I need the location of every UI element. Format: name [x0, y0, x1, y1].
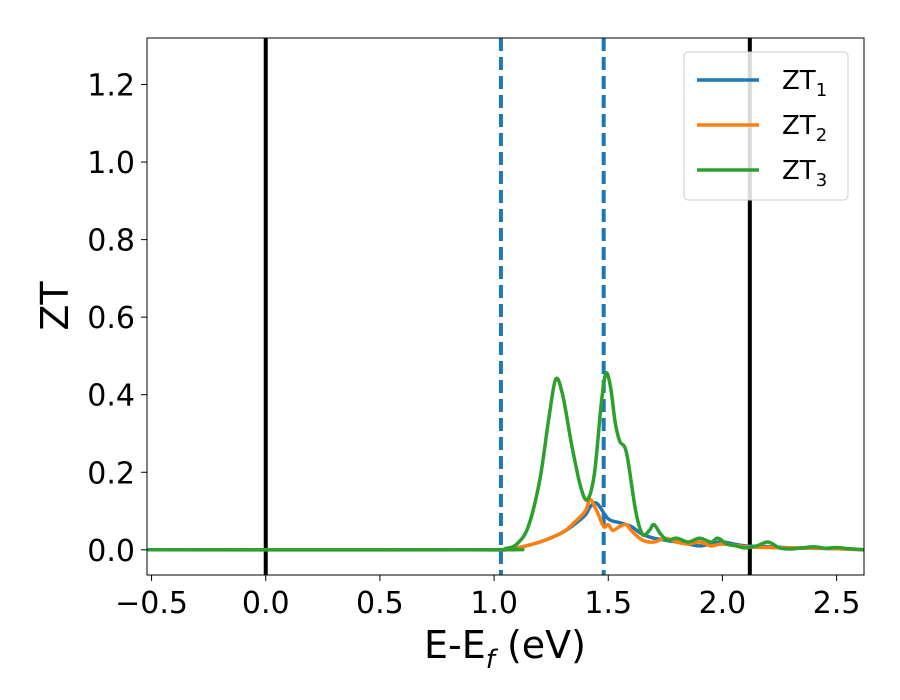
y-tick-label: 0.4 [87, 379, 135, 414]
x-axis-title-unit: (eV) [495, 623, 586, 667]
x-axis-ticks: −0.5 0.0 0.5 1.0 1.5 2.0 2.5 [115, 575, 860, 621]
y-tick-label: 0.2 [87, 456, 135, 491]
y-axis-ticks: 0.0 0.2 0.4 0.6 0.8 1.0 1.2 [87, 69, 147, 569]
y-tick-label: 0.0 [87, 534, 135, 569]
x-tick-label: 2.0 [699, 586, 747, 621]
legend-frame [683, 51, 849, 201]
x-tick-label: −0.5 [115, 586, 188, 621]
y-axis-title: ZT [33, 281, 77, 331]
series-line-zt3 [147, 371, 864, 552]
series-lines [147, 371, 864, 552]
plot-frame [146, 37, 865, 576]
y-tick-label: 1.2 [87, 69, 135, 104]
x-tick-label: 2.5 [813, 586, 861, 621]
x-tick-label: 1.0 [470, 586, 518, 621]
x-axis-title: E-Ef (eV) [424, 623, 586, 675]
y-tick-label: 0.8 [87, 224, 135, 259]
y-tick-label: 1.0 [87, 146, 135, 181]
x-tick-label: 0.0 [242, 586, 290, 621]
y-tick-label: 0.6 [87, 301, 135, 336]
x-tick-label: 0.5 [356, 586, 404, 621]
x-tick-label: 1.5 [584, 586, 632, 621]
